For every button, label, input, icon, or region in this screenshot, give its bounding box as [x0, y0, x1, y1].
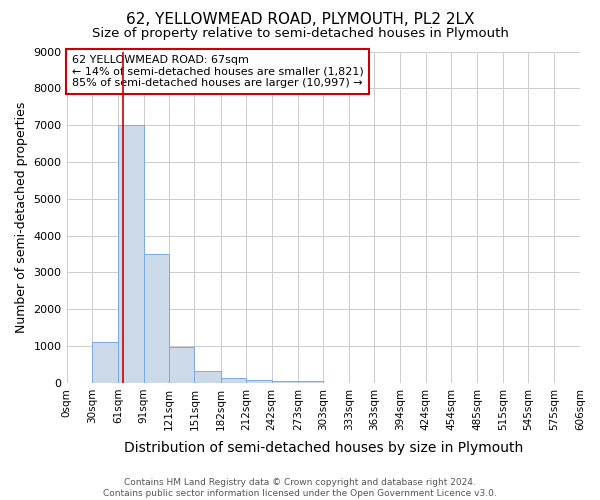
Bar: [118, 125, 143, 383]
Bar: [272, 381, 298, 383]
Text: Contains HM Land Registry data © Crown copyright and database right 2024.
Contai: Contains HM Land Registry data © Crown c…: [103, 478, 497, 498]
Bar: [92, 342, 118, 383]
Bar: [221, 378, 246, 383]
Bar: [246, 380, 272, 383]
Bar: [143, 254, 169, 383]
Bar: [298, 380, 323, 383]
X-axis label: Distribution of semi-detached houses by size in Plymouth: Distribution of semi-detached houses by …: [124, 441, 523, 455]
Text: 62 YELLOWMEAD ROAD: 67sqm
← 14% of semi-detached houses are smaller (1,821)
85% : 62 YELLOWMEAD ROAD: 67sqm ← 14% of semi-…: [71, 55, 364, 88]
Bar: [194, 371, 221, 383]
Bar: [169, 347, 194, 383]
Y-axis label: Number of semi-detached properties: Number of semi-detached properties: [15, 102, 28, 333]
Text: Size of property relative to semi-detached houses in Plymouth: Size of property relative to semi-detach…: [92, 28, 508, 40]
Text: 62, YELLOWMEAD ROAD, PLYMOUTH, PL2 2LX: 62, YELLOWMEAD ROAD, PLYMOUTH, PL2 2LX: [126, 12, 474, 28]
